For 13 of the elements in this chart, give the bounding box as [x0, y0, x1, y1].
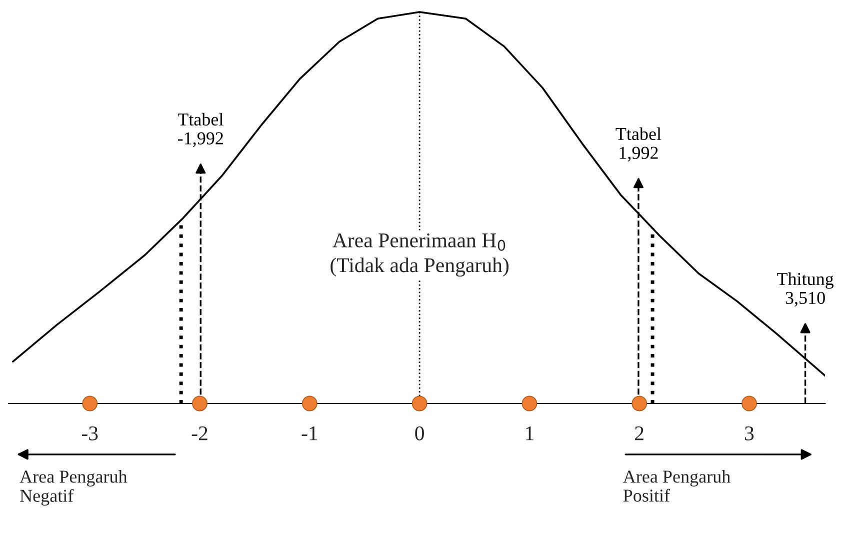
- x-tick-label: 0: [415, 426, 424, 440]
- x-tick-label: -3: [82, 426, 98, 440]
- x-tick-label: 3: [745, 426, 754, 440]
- ref-line-label: Thitung 3,510: [777, 272, 834, 307]
- text: Area Pengaruh Positif: [623, 470, 730, 502]
- ref-line-label: Ttabel -1,992: [178, 112, 224, 148]
- x-tick-label: 1: [526, 426, 534, 440]
- annotation: Area Penerimaan H$_{0}$ (Tidak ada Pengaruh): [330, 233, 509, 277]
- x-tick-label: -2: [192, 426, 208, 440]
- text: Area Pengaruh Negatif: [20, 470, 128, 506]
- x-tick-label: -1: [302, 426, 318, 440]
- x-tick-label: 2: [635, 426, 644, 440]
- ref-line-label: Ttabel 1,992: [616, 127, 662, 162]
